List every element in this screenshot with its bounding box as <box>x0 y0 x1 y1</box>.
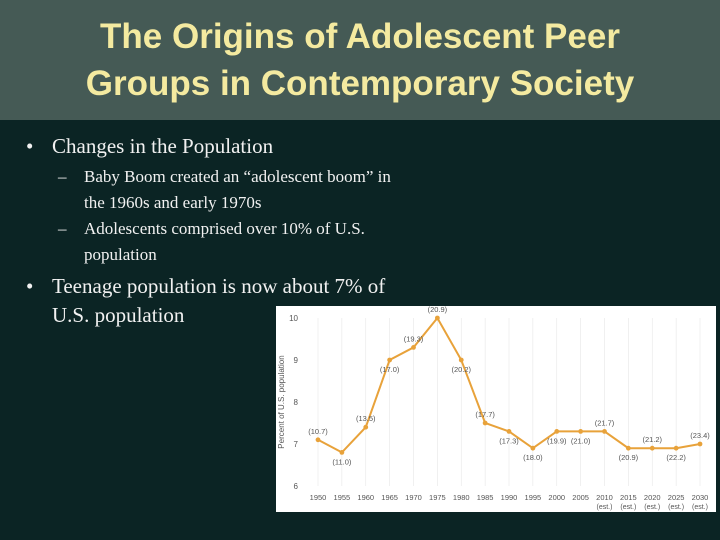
title-bar: The Origins of Adolescent Peer Groups in… <box>0 0 720 120</box>
x-tick-label: 1980 <box>453 493 470 502</box>
x-tick-label: 1985 <box>477 493 494 502</box>
data-point <box>530 445 536 451</box>
data-label: (21.7) <box>595 418 615 427</box>
data-point <box>458 357 464 363</box>
x-tick-label-est: (est.) <box>620 504 636 511</box>
data-point <box>363 424 369 430</box>
data-point <box>602 429 607 434</box>
y-tick-label: 8 <box>294 398 299 407</box>
x-tick-label: 1995 <box>525 493 542 502</box>
data-label: (17.3) <box>499 436 519 445</box>
data-point <box>411 345 416 350</box>
y-tick-label: 6 <box>294 482 299 491</box>
data-label: (21.0) <box>571 436 591 445</box>
data-label: (11.0) <box>332 457 352 466</box>
x-tick-label: 1990 <box>501 493 518 502</box>
data-label: (22.2) <box>666 453 686 462</box>
data-label: (21.2) <box>642 435 662 444</box>
slide-title-line-1: The Origins of Adolescent Peer <box>100 17 620 56</box>
bullet-dot: • <box>26 274 34 298</box>
y-axis-label: Percent of U.S. population <box>277 355 286 448</box>
sub-bullet-text: Baby Boom created an “adolescent boom” i… <box>84 167 391 212</box>
y-tick-label: 10 <box>289 314 298 323</box>
data-label: (20.9) <box>619 453 639 462</box>
data-point <box>387 357 393 363</box>
data-point <box>697 441 703 447</box>
y-tick-label: 7 <box>294 440 299 449</box>
sub-bullet-dash: – <box>58 167 67 186</box>
data-label: (19.9) <box>547 436 567 445</box>
x-tick-label: 1970 <box>405 493 422 502</box>
sub-bullet-text: Adolescents comprised over 10% of U.S. p… <box>84 219 365 264</box>
x-tick-label-est: (est.) <box>668 504 684 511</box>
x-tick-label: 1975 <box>429 493 446 502</box>
x-tick-label: 2005 <box>572 493 589 502</box>
x-tick-label: 2020 <box>644 493 661 502</box>
population-chart: Percent of U.S. population 10 9 8 7 6 (10.7) (1… <box>276 306 716 512</box>
data-label: (18.0) <box>523 453 543 462</box>
data-point <box>578 429 584 434</box>
x-tick-label: 1960 <box>357 493 374 502</box>
data-label: (20.9) <box>428 306 448 314</box>
data-point <box>315 437 321 443</box>
slide-title: The Origins of Adolescent Peer Groups in… <box>86 13 634 107</box>
x-tick-label: 2030 <box>692 493 709 502</box>
bullet-dot: • <box>26 134 34 158</box>
x-tick-label: 2010 <box>596 493 613 502</box>
x-tick-label: 1955 <box>334 493 351 502</box>
bullet-text: Teenage population is now about 7% of U.… <box>52 274 386 327</box>
data-point <box>482 420 488 426</box>
x-tick-label-est: (est.) <box>692 504 708 511</box>
data-point <box>673 445 679 451</box>
x-tick-label-est: (est.) <box>597 504 613 511</box>
slide-content: • Changes in the Population – Baby Boom … <box>0 120 720 540</box>
data-label: (23.4) <box>690 431 710 440</box>
y-tick-label: 9 <box>294 356 299 365</box>
data-label: (13.5) <box>356 414 376 423</box>
data-label: (17.7) <box>475 410 495 419</box>
sub-bullet-dash: – <box>58 219 67 238</box>
x-tick-label: 2000 <box>548 493 565 502</box>
data-label: (20.2) <box>451 365 471 374</box>
x-tick-label-est: (est.) <box>644 504 660 511</box>
data-point <box>649 445 655 451</box>
bullet-text: Changes in the Population <box>52 134 274 158</box>
x-tick-label: 2025 <box>668 493 685 502</box>
data-label: (19.3) <box>404 334 424 343</box>
data-point <box>434 315 440 321</box>
population-chart-svg: Percent of U.S. population 10 9 8 7 6 (10.7) (1… <box>277 306 710 511</box>
slide-title-line-2: Groups in Contemporary Society <box>85 64 635 103</box>
x-tick-label: 2015 <box>620 493 637 502</box>
data-point <box>625 445 631 451</box>
x-tick-label: 1965 <box>381 493 398 502</box>
x-tick-label: 1950 <box>310 493 327 502</box>
data-label: (17.0) <box>380 365 400 374</box>
data-label: (10.7) <box>308 427 328 436</box>
data-point <box>554 429 560 434</box>
data-point <box>339 450 345 455</box>
data-point <box>506 429 512 434</box>
